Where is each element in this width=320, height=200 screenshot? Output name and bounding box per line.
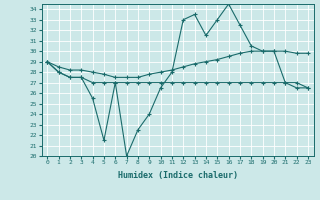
X-axis label: Humidex (Indice chaleur): Humidex (Indice chaleur) — [118, 171, 237, 180]
